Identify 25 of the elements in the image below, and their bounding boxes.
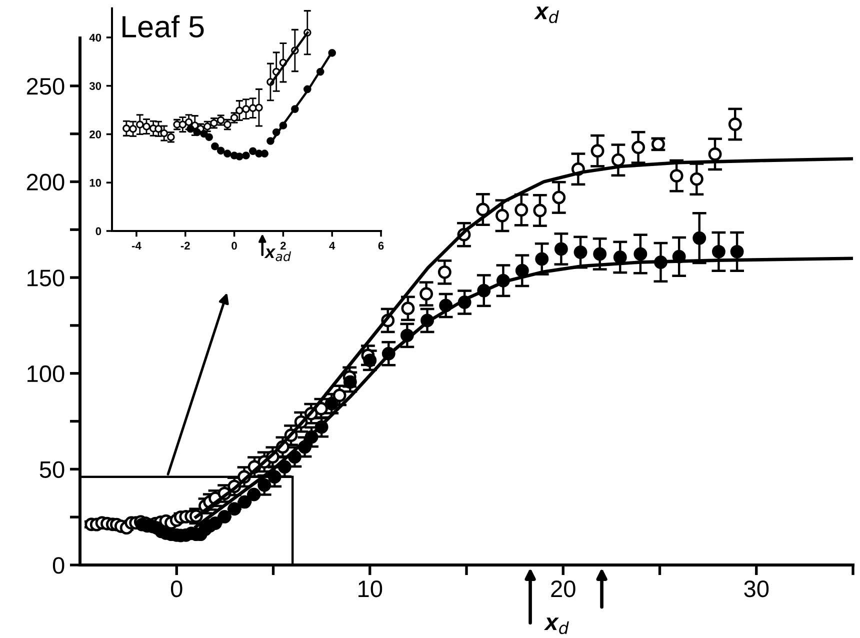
y-tick-label: 0 — [52, 557, 64, 574]
x-tick-label: 30 — [744, 580, 769, 598]
y-tick-label: 200 — [26, 174, 64, 191]
text: x$_{d}$ — [544, 618, 569, 634]
y-tick-label: 30 — [89, 82, 102, 90]
y-tick-label: 20 — [90, 130, 102, 138]
y-tick-label: 50 — [40, 461, 64, 478]
chart-title: Leaf 5 — [122, 15, 204, 38]
annotation: x$_{ad}$ — [264, 248, 292, 262]
x-tick-label: 10 — [358, 580, 382, 598]
x-tick-label: 20 — [551, 580, 576, 598]
x-tick-label: 6 — [378, 242, 384, 250]
x-tick-label: 0 — [170, 580, 182, 598]
x-tick-label: 0 — [232, 242, 237, 250]
text: x$_{d}$ — [534, 6, 559, 24]
x-tick-label: 2 — [280, 242, 286, 250]
x-tick-label: -4 — [132, 242, 142, 250]
y-tick-label: 150 — [28, 270, 64, 286]
y-tick-label: 10 — [90, 178, 102, 187]
y-tick-label: 0 — [96, 227, 102, 236]
x-tick-label: -2 — [180, 242, 190, 250]
y-tick-label: 40 — [89, 34, 102, 42]
y-tick-label: 100 — [28, 365, 64, 382]
y-tick-label: 250 — [26, 78, 64, 95]
x-tick-label: 4 — [329, 242, 336, 250]
